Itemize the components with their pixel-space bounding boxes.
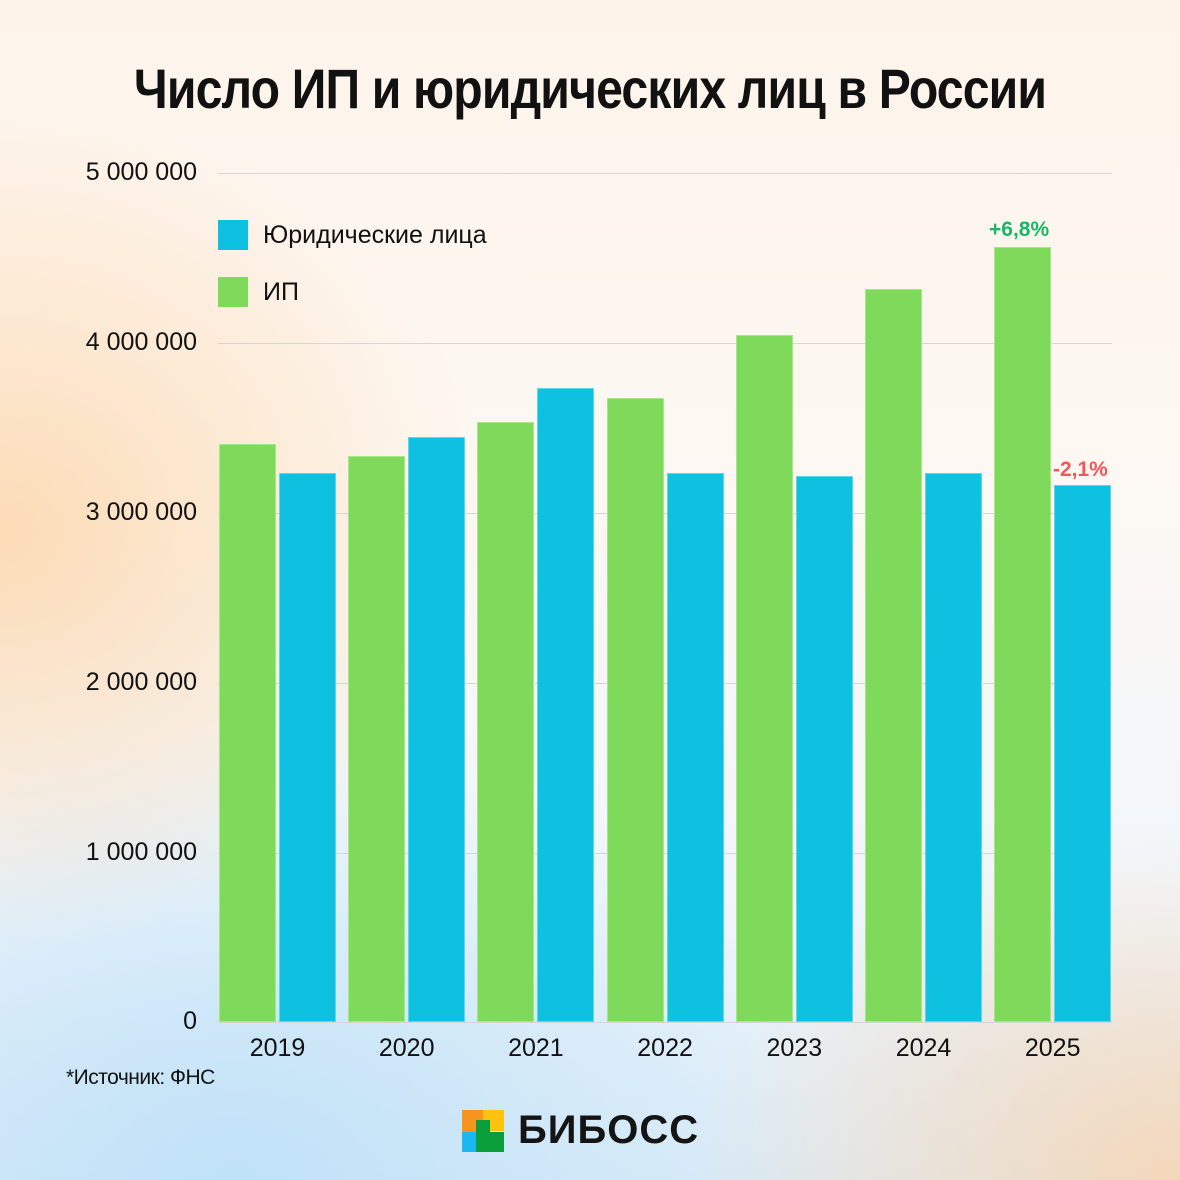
gridline: [218, 513, 1112, 514]
legend-swatch-blue: [218, 220, 248, 250]
x-tick-2020: 2020: [378, 1034, 435, 1062]
y-tick-1m: 1 000 000: [85, 838, 197, 866]
bar-ip-2024: [865, 289, 922, 1022]
y-tick-5m: 5 000 000: [85, 158, 197, 186]
bar-ip-2023: [735, 335, 793, 1022]
bar-legal-2022: [666, 472, 724, 1022]
bar-legal-2020: [408, 437, 466, 1022]
bar-legal-2025: [1054, 484, 1112, 1022]
gridline: [218, 343, 1112, 344]
legend-item-legal-entities: Юридические лица: [218, 220, 487, 250]
x-tick-2023: 2023: [766, 1034, 823, 1062]
legend-label: Юридические лица: [263, 220, 487, 249]
legend-label: ИП: [263, 277, 299, 306]
bar-ip-2021: [477, 421, 535, 1022]
annotation-ip-2025: +6,8%: [989, 218, 1050, 241]
gridline: [218, 173, 1112, 174]
bar-ip-2019: [219, 444, 276, 1022]
bar-ip-2022: [606, 398, 664, 1022]
x-tick-2022: 2022: [637, 1034, 693, 1062]
bar-legal-2019: [279, 472, 336, 1022]
logo-icon: [462, 1109, 504, 1152]
x-tick-2024: 2024: [895, 1034, 952, 1062]
legend-swatch-green: [218, 277, 248, 307]
bar-ip-2025: [994, 246, 1052, 1022]
x-tick-2019: 2019: [249, 1034, 306, 1062]
source-note: *Источник: ФНС: [66, 1066, 215, 1089]
annotation-legal-2025: -2,1%: [1053, 458, 1108, 481]
x-tick-2025: 2025: [1024, 1034, 1081, 1062]
logo-text: БИБОСС: [518, 1108, 700, 1152]
gridline: [218, 853, 1112, 854]
bar-legal-2021: [537, 387, 595, 1022]
baseline: [218, 1022, 1112, 1023]
x-tick-2021: 2021: [508, 1034, 564, 1062]
gridline: [218, 683, 1112, 684]
legend-item-ip: ИП: [218, 277, 299, 307]
bar-ip-2020: [348, 455, 406, 1022]
y-tick-4m: 4 000 000: [85, 328, 197, 356]
y-tick-2m: 2 000 000: [85, 668, 197, 696]
chart-title: Число ИП и юридических лиц в России: [133, 57, 1047, 120]
bar-legal-2024: [925, 472, 982, 1022]
logo: БИБОСС: [462, 1108, 699, 1153]
y-tick-0: 0: [183, 1007, 197, 1035]
bar-legal-2023: [795, 476, 853, 1022]
y-tick-3m: 3 000 000: [85, 498, 197, 526]
